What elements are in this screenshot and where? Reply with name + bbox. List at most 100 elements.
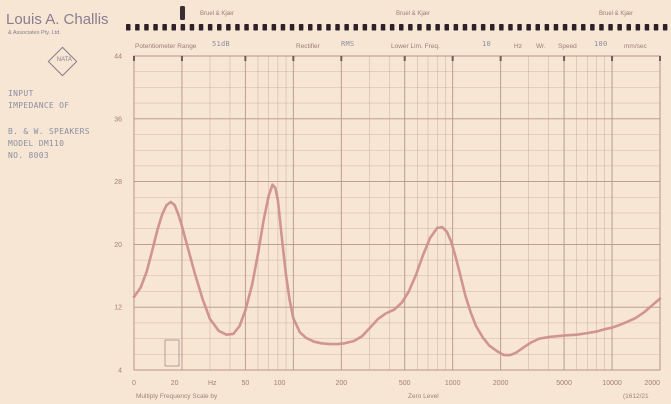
sprocket-hole bbox=[380, 24, 386, 31]
note-line-5: NO. 8003 bbox=[8, 151, 49, 160]
rectifier-value: RMS bbox=[341, 40, 355, 48]
sprocket-hole bbox=[526, 24, 531, 31]
sprocket-holes bbox=[126, 24, 668, 31]
sprocket-hole bbox=[581, 24, 586, 31]
sprocket-hole bbox=[326, 24, 331, 31]
sprocket-hole bbox=[535, 24, 540, 31]
sprocket-hole bbox=[544, 24, 550, 31]
sprocket-hole bbox=[308, 24, 313, 31]
sprocket-hole bbox=[435, 24, 440, 31]
sprocket-hole bbox=[153, 24, 158, 31]
bk-label-3: Bruel & Kjær bbox=[599, 11, 634, 17]
lower-lim-unit: Hz bbox=[514, 43, 522, 50]
y-tick-label: 28 bbox=[114, 179, 122, 186]
pen-marker-icon bbox=[180, 6, 185, 20]
note-line-2: IMPEDANCE OF bbox=[8, 101, 70, 110]
company-subtitle: & Associates Pty. Ltd. bbox=[8, 30, 61, 36]
sprocket-hole bbox=[562, 24, 568, 31]
sprocket-hole bbox=[444, 24, 449, 31]
sprocket-hole bbox=[490, 24, 495, 31]
sprocket-hole bbox=[353, 24, 358, 31]
impedance-curve bbox=[132, 183, 662, 357]
wr-label: Wr. bbox=[536, 43, 546, 50]
sprocket-hole bbox=[244, 24, 249, 31]
y-tick-label: 4 bbox=[118, 368, 122, 375]
x-tick-label: 20 bbox=[171, 380, 179, 387]
sprocket-hole bbox=[626, 24, 631, 31]
sprocket-hole bbox=[480, 24, 486, 31]
sprocket-hole bbox=[635, 24, 641, 31]
sprocket-hole bbox=[135, 24, 140, 31]
sprocket-hole bbox=[189, 24, 195, 31]
pot-range-value: 51dB bbox=[212, 40, 231, 48]
x-tick-label: 2000 bbox=[493, 380, 509, 387]
sprocket-hole bbox=[126, 24, 131, 31]
company-name: Louis A. Challis bbox=[6, 11, 109, 28]
sprocket-hole bbox=[253, 24, 258, 31]
top-tick bbox=[340, 56, 343, 61]
top-tick bbox=[292, 56, 295, 61]
sprocket-hole bbox=[235, 24, 240, 31]
rectifier-label: Rectifier bbox=[296, 43, 320, 50]
scale-marker-box bbox=[164, 339, 180, 367]
sprocket-hole bbox=[462, 24, 468, 31]
sprocket-hole bbox=[508, 24, 513, 31]
sprocket-hole bbox=[644, 24, 650, 31]
sprocket-hole bbox=[590, 24, 595, 31]
sprocket-hole bbox=[399, 24, 404, 31]
sprocket-hole bbox=[617, 24, 622, 31]
note-line-4: MODEL DM110 bbox=[8, 139, 65, 148]
speed-label: Speed bbox=[558, 43, 577, 50]
x-tick-label: 1000 bbox=[445, 380, 461, 387]
speed-unit: mm/sec bbox=[624, 43, 647, 50]
y-tick-label: 44 bbox=[114, 54, 122, 61]
y-tick-label: 12 bbox=[114, 305, 122, 312]
sprocket-hole bbox=[608, 24, 613, 31]
note-line-1: INPUT bbox=[8, 89, 34, 98]
sprocket-hole bbox=[162, 24, 167, 31]
sprocket-hole bbox=[344, 24, 349, 31]
x-tick-label: 10000 bbox=[602, 380, 622, 387]
sprocket-hole bbox=[217, 24, 222, 31]
sprocket-hole bbox=[662, 24, 668, 31]
sprocket-hole bbox=[408, 24, 413, 31]
bk-label-2: Bruel & Kjær bbox=[396, 11, 431, 17]
top-tick bbox=[133, 56, 135, 61]
top-tick bbox=[611, 56, 614, 61]
sprocket-hole bbox=[517, 24, 522, 31]
sprocket-hole bbox=[207, 24, 213, 31]
sprocket-hole bbox=[371, 24, 377, 31]
sprocket-hole bbox=[226, 24, 231, 31]
sprocket-hole bbox=[171, 24, 176, 31]
sprocket-hole bbox=[571, 24, 577, 31]
sprocket-hole bbox=[389, 24, 395, 31]
sprocket-hole bbox=[653, 24, 659, 31]
sprocket-hole bbox=[335, 24, 340, 31]
y-tick-label: 36 bbox=[114, 116, 122, 123]
x-tick-label: Hz bbox=[208, 380, 217, 387]
note-line-3: B. & W. SPEAKERS bbox=[8, 127, 90, 136]
sprocket-hole bbox=[553, 24, 559, 31]
top-tick bbox=[659, 56, 661, 61]
chart-grid bbox=[133, 55, 661, 371]
bk-label-1: Bruel & Kjær bbox=[200, 11, 235, 17]
x-tick-label: 500 bbox=[399, 380, 411, 387]
sprocket-hole bbox=[417, 24, 422, 31]
footer-multiply-label: Multiply Frequency Scale by bbox=[136, 393, 218, 400]
x-tick-label: 2000 bbox=[644, 380, 660, 387]
sprocket-hole bbox=[298, 24, 304, 31]
footer-zero-level: Zero Level bbox=[408, 393, 439, 400]
x-tick-label: 5000 bbox=[556, 380, 572, 387]
y-tick-label: 20 bbox=[114, 242, 122, 249]
sprocket-hole bbox=[426, 24, 431, 31]
speed-value: 100 bbox=[594, 40, 608, 48]
footer-ref: (1612/21 bbox=[623, 393, 649, 400]
x-tick-label: 100 bbox=[274, 380, 286, 387]
sprocket-hole bbox=[198, 24, 204, 31]
sprocket-hole bbox=[317, 24, 322, 31]
sprocket-hole bbox=[180, 24, 186, 31]
x-tick-label: 50 bbox=[241, 380, 249, 387]
sprocket-hole bbox=[289, 24, 295, 31]
top-tick bbox=[244, 56, 247, 61]
